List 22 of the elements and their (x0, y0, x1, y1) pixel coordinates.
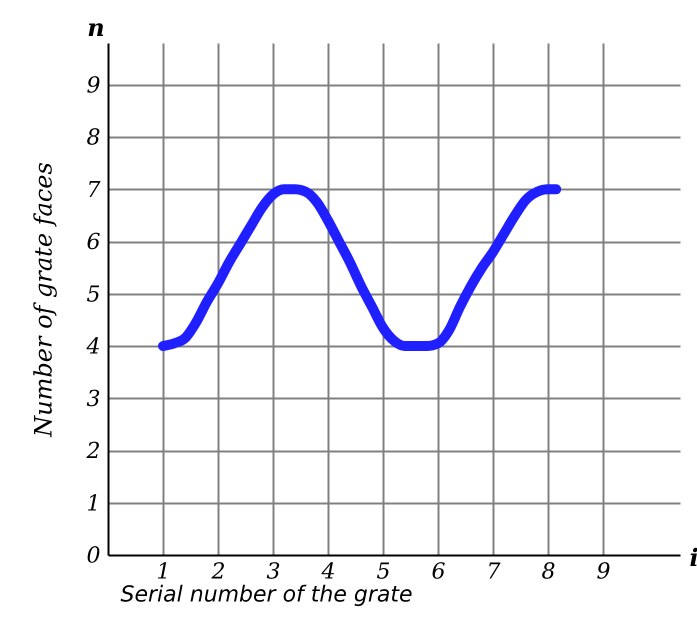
y-tick-label: 1 (86, 491, 100, 516)
x-tick-label: 9 (596, 560, 610, 584)
y-tick-label: 7 (86, 178, 100, 203)
x-tick-label: 3 (266, 560, 280, 584)
y-axis-title: Number of grate faces (30, 162, 58, 438)
x-tick-label: 8 (542, 560, 556, 584)
y-tick-label: 6 (86, 230, 100, 256)
y-tick-label: 4 (86, 334, 100, 360)
y-tick-label: 0 (86, 544, 100, 568)
y-tick-label: 5 (86, 282, 100, 308)
y-tick-label: 2 (86, 439, 100, 464)
x-tick-label: 4 (320, 560, 336, 584)
x-tick-label: 5 (376, 560, 390, 584)
x-tick-label: 1 (156, 560, 170, 584)
x-tick-label: 2 (210, 560, 226, 584)
x-axis-title: Serial number of the grate (120, 582, 413, 608)
y-tick-label: 3 (86, 386, 100, 412)
x-tick-label: 7 (486, 560, 500, 584)
text: n (87, 13, 105, 42)
y-tick-label: 9 (86, 73, 100, 98)
y-tick-label: 8 (86, 126, 100, 151)
x-tick-label: 6 (432, 560, 446, 584)
